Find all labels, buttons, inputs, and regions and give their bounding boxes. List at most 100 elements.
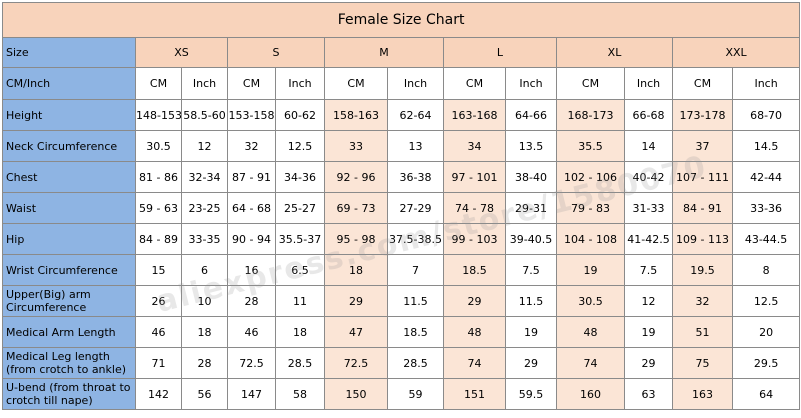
table-row: Neck Circumference 30.5 12 32 12.5 33 13 34 13.5… [2,130,801,162]
cell-cm: 33 [324,130,388,162]
cell-inch: 27-29 [387,192,444,224]
cell-cm: 46 [135,316,182,348]
cell-inch: 68-70 [731,99,801,131]
table-row: Chest 81 - 86 32-34 87 - 91 34-36 92 - 96 36-3… [2,161,801,193]
cell-cm: 84 - 91 [672,192,733,224]
size-l: L [443,37,557,68]
unit-cm: CM [556,67,625,100]
cell-cm: 148-153 [135,99,182,131]
cell-inch: 8 [731,254,801,286]
cell-inch: 59.5 [505,378,557,410]
cell-inch: 6 [181,254,228,286]
cell-cm: 158-163 [324,99,388,131]
cell-cm: 37 [672,130,733,162]
cell-inch: 18.5 [387,316,444,348]
cell-cm: 35.5 [556,130,625,162]
cell-inch: 12.5 [275,130,325,162]
unit-cm: CM [324,67,388,100]
cell-cm: 160 [556,378,625,410]
cell-cm: 173-178 [672,99,733,131]
unit-inch: Inch [624,67,673,100]
cell-inch: 42-44 [731,161,801,193]
cell-cm: 19 [556,254,625,286]
cell-cm: 18 [324,254,388,286]
cell-cm: 72.5 [227,347,276,379]
cell-cm: 147 [227,378,276,410]
cell-inch: 11.5 [505,285,557,317]
cell-cm: 74 [443,347,506,379]
cell-cm: 153-158 [227,99,276,131]
cell-inch: 7 [387,254,444,286]
cell-cm: 29 [324,285,388,317]
cell-inch: 33-35 [181,223,228,255]
cell-inch: 32-34 [181,161,228,193]
cell-inch: 35.5-37 [275,223,325,255]
size-chart-table: Female Size Chart Size XS S M L XL XXL C… [1,2,801,410]
unit-cm: CM [135,67,182,100]
table-row: U-bend (from throat to crotch till nape)… [2,378,801,410]
table-row: Hip 84 - 89 33-35 90 - 94 35.5-37 95 - 98 37.5… [2,223,801,255]
cell-cm: 87 - 91 [227,161,276,193]
row-label: Wrist Circumference [2,254,136,286]
unit-inch: Inch [731,67,801,100]
size-xxl: XXL [671,37,801,68]
cell-inch: 40-42 [624,161,673,193]
cell-cm: 69 - 73 [324,192,388,224]
table-row: Upper(Big) arm Circumference 26 10 28 11 29 11… [2,285,801,317]
cell-cm: 48 [443,316,506,348]
unit-inch: Inch [387,67,444,100]
cell-inch: 12 [624,285,673,317]
unit-cm: CM [672,67,733,100]
cell-inch: 36-38 [387,161,444,193]
table-row: Medical Arm Length 46 18 46 18 47 18.5 48 19 48 19… [2,316,801,348]
cell-cm: 95 - 98 [324,223,388,255]
cell-inch: 58 [275,378,325,410]
cell-inch: 12.5 [731,285,801,317]
cell-inch: 63 [624,378,673,410]
row-label: Hip [2,223,136,255]
cell-cm: 99 - 103 [443,223,506,255]
cell-cm: 168-173 [556,99,625,131]
cell-inch: 31-33 [624,192,673,224]
cell-inch: 56 [181,378,228,410]
cell-cm: 71 [135,347,182,379]
cell-cm: 142 [135,378,182,410]
cell-inch: 29 [505,347,557,379]
cell-inch: 64-66 [505,99,557,131]
cell-cm: 30.5 [135,130,182,162]
cell-inch: 10 [181,285,228,317]
cell-inch: 28.5 [275,347,325,379]
cell-cm: 29 [443,285,506,317]
size-label: Size [2,37,136,68]
cell-inch: 62-64 [387,99,444,131]
cell-inch: 29.5 [731,347,801,379]
unit-inch: Inch [275,67,325,100]
cell-cm: 32 [227,130,276,162]
cell-inch: 19 [624,316,673,348]
unit-header-row: CM/Inch CM Inch CM Inch CM Inch CM Inch … [2,67,801,100]
cell-cm: 75 [672,347,733,379]
cell-inch: 59 [387,378,444,410]
cell-cm: 46 [227,316,276,348]
cell-inch: 14 [624,130,673,162]
cell-inch: 20 [731,316,801,348]
cell-inch: 13.5 [505,130,557,162]
cell-cm: 19.5 [672,254,733,286]
cell-cm: 26 [135,285,182,317]
cell-cm: 163 [672,378,733,410]
cell-inch: 60-62 [275,99,325,131]
table-row: Waist 59 - 63 23-25 64 - 68 25-27 69 - 73 27-2… [2,192,801,224]
row-label: Upper(Big) arm Circumference [2,285,136,317]
cell-cm: 32 [672,285,733,317]
cell-cm: 48 [556,316,625,348]
cell-cm: 84 - 89 [135,223,182,255]
cell-cm: 72.5 [324,347,388,379]
cell-inch: 25-27 [275,192,325,224]
cell-inch: 18 [275,316,325,348]
row-label: Neck Circumference [2,130,136,162]
cell-inch: 12 [181,130,228,162]
cell-inch: 38-40 [505,161,557,193]
cell-inch: 43-44.5 [731,223,801,255]
row-label: Medical Leg length (from crotch to ankle… [2,347,136,379]
cell-inch: 14.5 [731,130,801,162]
